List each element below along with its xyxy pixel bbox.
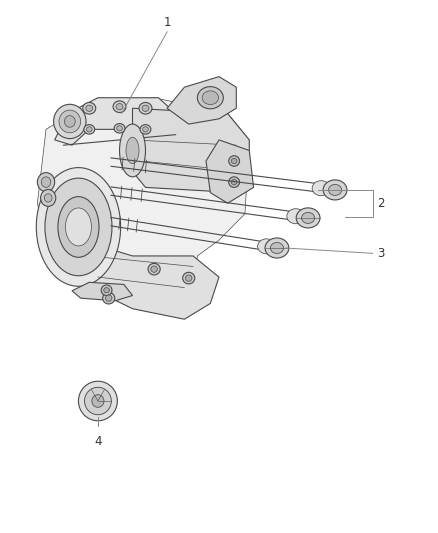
Ellipse shape: [101, 285, 112, 295]
Ellipse shape: [59, 110, 81, 133]
Ellipse shape: [229, 156, 240, 166]
Ellipse shape: [84, 125, 95, 134]
Ellipse shape: [231, 180, 237, 185]
Ellipse shape: [258, 239, 276, 254]
Ellipse shape: [148, 263, 160, 275]
Ellipse shape: [102, 292, 115, 304]
Ellipse shape: [64, 116, 75, 127]
Ellipse shape: [86, 105, 93, 111]
Ellipse shape: [78, 381, 117, 421]
Text: 2: 2: [377, 197, 384, 210]
Ellipse shape: [202, 91, 219, 104]
Polygon shape: [72, 282, 133, 301]
Ellipse shape: [41, 177, 51, 188]
Polygon shape: [133, 108, 249, 192]
Ellipse shape: [270, 243, 283, 254]
Ellipse shape: [229, 177, 240, 188]
Ellipse shape: [126, 138, 139, 164]
Ellipse shape: [66, 208, 92, 246]
Ellipse shape: [183, 272, 195, 284]
Polygon shape: [55, 98, 176, 145]
Ellipse shape: [36, 167, 120, 286]
Ellipse shape: [113, 101, 126, 112]
Polygon shape: [167, 77, 236, 124]
Ellipse shape: [296, 208, 320, 228]
Ellipse shape: [58, 197, 99, 257]
Ellipse shape: [140, 125, 151, 134]
Ellipse shape: [120, 124, 145, 177]
Text: 1: 1: [163, 16, 171, 29]
Text: 3: 3: [377, 247, 384, 260]
Ellipse shape: [139, 102, 152, 114]
Ellipse shape: [53, 104, 86, 139]
Ellipse shape: [151, 266, 157, 272]
Ellipse shape: [92, 394, 104, 407]
Ellipse shape: [265, 238, 289, 258]
Polygon shape: [37, 98, 249, 309]
Ellipse shape: [312, 181, 330, 196]
Ellipse shape: [37, 173, 55, 191]
Ellipse shape: [142, 105, 149, 111]
Ellipse shape: [83, 102, 96, 114]
Polygon shape: [206, 140, 254, 203]
Ellipse shape: [104, 288, 110, 293]
Ellipse shape: [143, 127, 148, 132]
Ellipse shape: [287, 209, 305, 224]
Ellipse shape: [44, 193, 52, 202]
Ellipse shape: [85, 387, 111, 415]
Polygon shape: [64, 240, 219, 319]
Ellipse shape: [198, 87, 223, 109]
Text: 4: 4: [94, 435, 102, 448]
Ellipse shape: [86, 127, 92, 132]
Ellipse shape: [301, 212, 314, 223]
Ellipse shape: [106, 295, 112, 301]
Ellipse shape: [116, 103, 123, 110]
Ellipse shape: [185, 275, 192, 281]
Ellipse shape: [231, 158, 237, 164]
Ellipse shape: [323, 180, 347, 200]
Ellipse shape: [328, 184, 342, 196]
Ellipse shape: [114, 124, 125, 133]
Ellipse shape: [41, 190, 56, 206]
Ellipse shape: [117, 126, 122, 131]
Ellipse shape: [45, 178, 112, 276]
